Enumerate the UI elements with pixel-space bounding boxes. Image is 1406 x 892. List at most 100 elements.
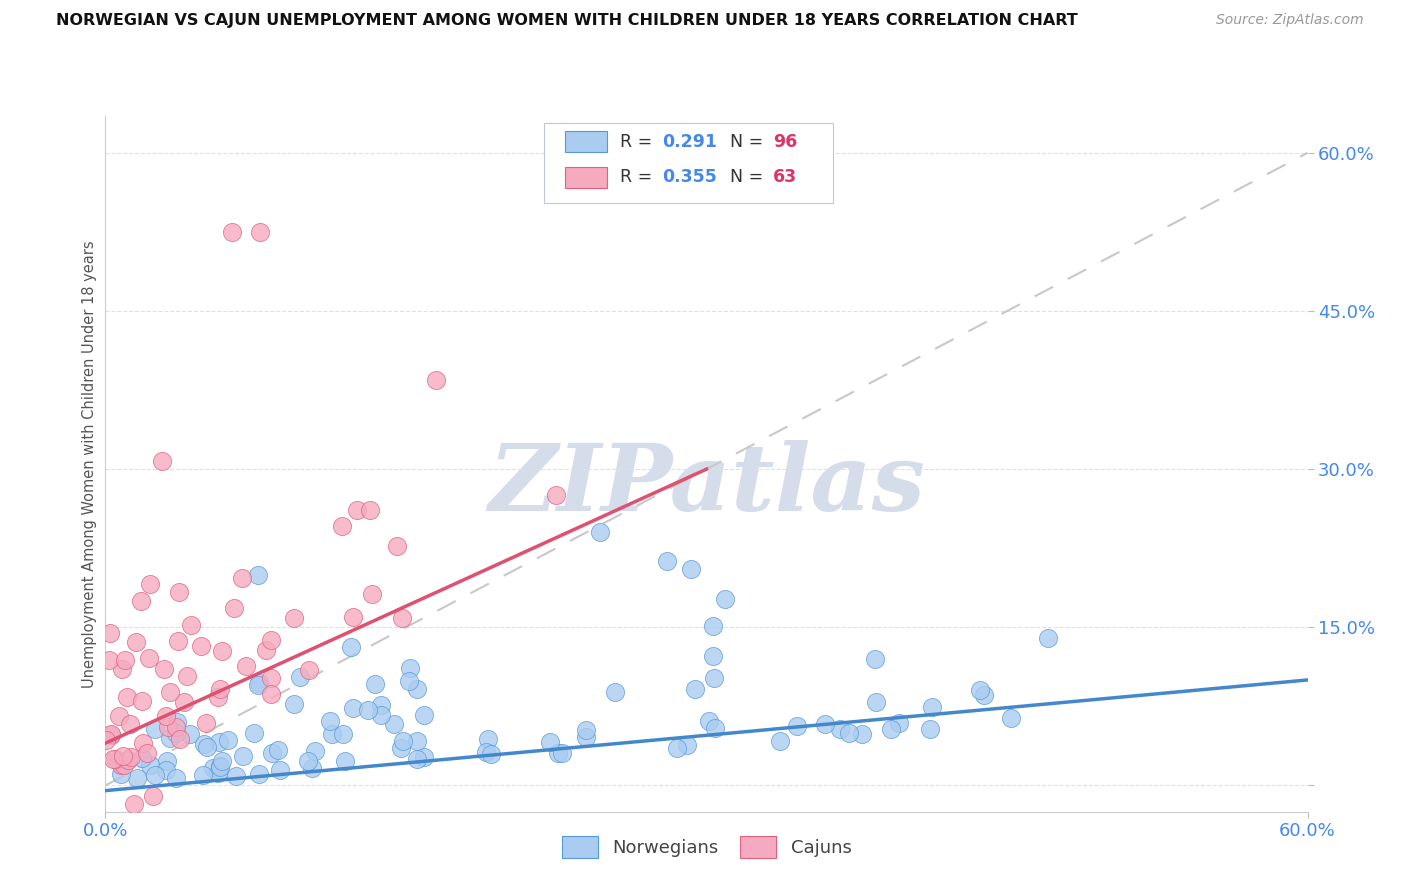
Point [111,662,134,676]
Point [333,754,356,768]
Text: ZIPatlas: ZIPatlas [488,440,925,530]
Point [475,745,498,759]
Point [406,734,429,748]
Point [191,768,214,782]
Point [269,763,291,777]
Point [399,661,422,675]
Point [702,619,724,633]
Point [260,746,283,760]
Point [127,772,149,786]
Point [96,732,118,747]
Point [208,760,231,774]
Point [143,768,166,782]
Point [382,716,405,731]
Point [575,730,598,744]
Point [359,502,381,516]
Point [207,766,229,780]
Point [195,739,218,754]
Point [1000,711,1022,725]
Point [209,682,232,697]
Point [477,732,499,747]
Point [865,695,887,709]
Point [357,703,380,717]
Point [398,673,420,688]
Point [225,769,247,783]
Point [98,626,121,640]
Point [887,716,910,731]
Point [176,669,198,683]
Point [235,659,257,673]
Text: N =: N = [718,133,768,151]
Point [107,754,129,768]
Point [969,682,991,697]
Point [152,662,174,676]
Point [242,725,264,739]
Point [165,720,187,734]
Text: R =: R = [620,169,658,186]
Point [768,734,790,748]
Point [259,671,281,685]
Point [266,743,288,757]
Point [297,754,319,768]
Point [786,719,808,733]
Text: N =: N = [718,169,768,186]
Point [247,678,270,692]
Point [179,726,201,740]
Point [318,714,340,728]
Text: 0.291: 0.291 [662,133,717,151]
Point [413,708,436,723]
Point [918,722,941,736]
Bar [565,167,607,187]
Point [973,688,995,702]
Point [389,740,412,755]
Point [211,644,233,658]
Point [112,757,135,772]
Point [166,715,188,730]
Point [202,761,225,775]
Point [283,697,305,711]
Point [222,600,245,615]
Point [676,738,699,752]
Point [540,735,562,749]
Point [221,225,243,239]
Point [288,670,311,684]
Point [332,519,354,533]
Point [122,797,145,812]
Point [391,611,413,625]
Point [370,708,392,723]
Point [364,676,387,690]
Point [703,722,725,736]
Point [406,682,429,697]
Point [169,731,191,746]
Point [110,758,132,772]
Point [247,676,270,690]
Point [139,758,162,772]
Y-axis label: Unemployment Among Women with Children Under 18 years: Unemployment Among Women with Children U… [82,240,97,688]
Point [211,754,233,768]
Point [207,690,229,704]
Point [167,634,190,648]
Point [129,594,152,608]
Point [110,766,132,780]
Point [259,632,281,647]
Point [131,736,153,750]
Text: 0.355: 0.355 [662,169,717,186]
Point [575,723,598,737]
Point [167,585,190,599]
Point [195,716,218,731]
Point [150,454,173,468]
Point [703,671,725,685]
Text: NORWEGIAN VS CAJUN UNEMPLOYMENT AMONG WOMEN WITH CHILDREN UNDER 18 YEARS CORRELA: NORWEGIAN VS CAJUN UNEMPLOYMENT AMONG WO… [56,13,1078,29]
Point [921,699,943,714]
Point [346,503,368,517]
Point [138,651,160,665]
Point [880,723,903,737]
Point [100,729,122,743]
Point [283,611,305,625]
Point [115,690,138,705]
Point [392,733,415,747]
Point [142,789,165,803]
Point [208,735,231,749]
Point [425,372,447,386]
Point [683,682,706,697]
